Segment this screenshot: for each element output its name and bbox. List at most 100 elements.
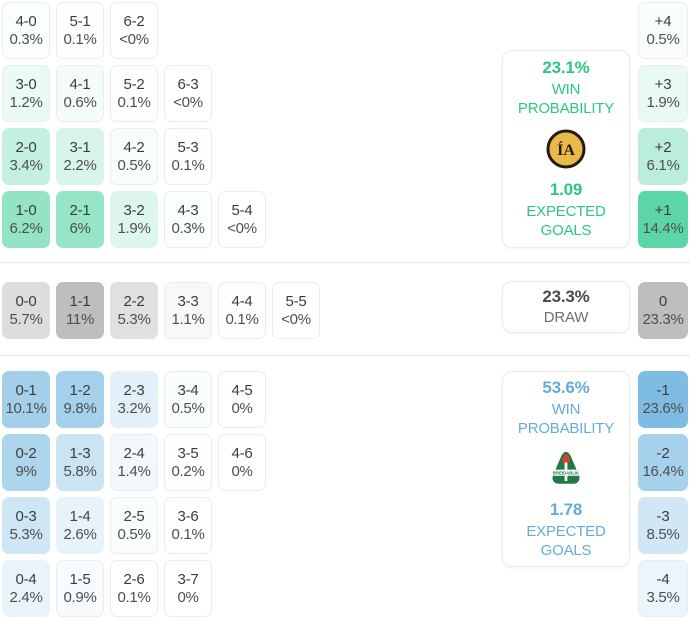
draw-label: DRAW — [543, 309, 589, 326]
correct-score-cell: 2-6 0.1% — [110, 560, 158, 617]
score-label: 4-3 — [177, 202, 199, 219]
win-label-line2: PROBABILITY — [517, 420, 615, 437]
score-label: -2 — [656, 445, 670, 462]
home-score-grid: 4-0 0.3% 5-1 0.1% 6-2 <0% 3-0 1.2% 4-1 0.6% 5-2 0.1… — [2, 2, 266, 248]
away-win-panel: 53.6% WIN PROBABILITY BREIDABLIK 1.78 EX… — [502, 371, 630, 567]
breidablik-crest-icon: BREIDABLIK — [546, 449, 586, 489]
score-label: 3-6 — [177, 508, 199, 525]
correct-score-cell: 1-1 11% — [56, 282, 104, 339]
score-label: 0-0 — [15, 293, 37, 310]
score-row: 1-0 6.2% 2-1 6% 3-2 1.9% 4-3 0.3% 5-4 <0% — [2, 191, 266, 248]
draw-score-grid: 0-0 5.7% 1-1 11% 2-2 5.3% 3-3 1.1% 4-4 0.1% 5-5 <0% — [2, 282, 320, 339]
goal-diff-cell: +3 1.9% — [638, 65, 688, 122]
correct-score-cell: 2-1 6% — [56, 191, 104, 248]
score-label: 2-1 — [69, 202, 91, 219]
probability-label: 0.3% — [171, 220, 205, 237]
correct-score-cell: 1-2 9.8% — [56, 371, 104, 428]
probability-label: 0.3% — [9, 31, 43, 48]
score-row: 0-0 5.7% 1-1 11% 2-2 5.3% 3-3 1.1% 4-4 0.1% 5-5 <0% — [2, 282, 320, 339]
score-label: +3 — [654, 76, 672, 93]
score-label: 2-6 — [123, 571, 145, 588]
score-label: 5-3 — [177, 139, 199, 156]
probability-label: 5.7% — [9, 311, 43, 328]
correct-score-cell: 4-3 0.3% — [164, 191, 212, 248]
goal-diff-plus-column: +4 0.5% +3 1.9% +2 6.1% +1 14.4% — [638, 2, 688, 248]
score-row: 0-4 2.4% 1-5 0.9% 2-6 0.1% 3-7 0% — [2, 560, 266, 617]
score-label: 4-4 — [231, 293, 253, 310]
correct-score-cell: 2-0 3.4% — [2, 128, 50, 185]
correct-score-cell: 6-2 <0% — [110, 2, 158, 59]
probability-label: 0.9% — [63, 589, 97, 606]
score-label: -1 — [656, 382, 670, 399]
probability-label: 23.6% — [642, 400, 684, 417]
score-label: 3-3 — [177, 293, 199, 310]
goal-diff-cell: +4 0.5% — [638, 2, 688, 59]
score-label: 1-4 — [69, 508, 91, 525]
correct-score-cell: 1-4 2.6% — [56, 497, 104, 554]
score-label: 0-4 — [15, 571, 37, 588]
score-label: 2-0 — [15, 139, 37, 156]
away-expected-goals-label: EXPECTED GOALS — [526, 522, 605, 560]
probability-label: 14.4% — [642, 220, 684, 237]
eg-label-line1: EXPECTED — [526, 203, 606, 220]
probability-label: 3.2% — [117, 400, 151, 417]
ia-akranes-crest-icon: ÍA — [546, 129, 586, 169]
probability-label: 0.5% — [117, 157, 151, 174]
correct-score-cell: 3-2 1.9% — [110, 191, 158, 248]
win-label-line2: PROBABILITY — [517, 100, 615, 117]
probability-label: 1.9% — [117, 220, 151, 237]
score-label: 2-5 — [123, 508, 145, 525]
probability-label: 2.4% — [9, 589, 43, 606]
correct-score-cell: 3-4 0.5% — [164, 371, 212, 428]
probability-label: 0% — [177, 589, 199, 606]
score-label: 1-2 — [69, 382, 91, 399]
goal-diff-minus-column: -1 23.6% -2 16.4% -3 8.5% -4 3.5% — [638, 371, 688, 617]
goal-diff-cell: -2 16.4% — [638, 434, 688, 491]
score-row: 2-0 3.4% 3-1 2.2% 4-2 0.5% 5-3 0.1% — [2, 128, 266, 185]
correct-score-cell: 5-1 0.1% — [56, 2, 104, 59]
score-label: 2-3 — [123, 382, 145, 399]
score-label: 2-4 — [123, 445, 145, 462]
score-label: 3-4 — [177, 382, 199, 399]
probability-label: 2.2% — [63, 157, 97, 174]
correct-score-cell: 0-4 2.4% — [2, 560, 50, 617]
correct-score-cell: 4-1 0.6% — [56, 65, 104, 122]
probability-label: 0.6% — [63, 94, 97, 111]
probability-label: 9.8% — [63, 400, 97, 417]
score-label: 0-1 — [15, 382, 37, 399]
probability-label: 1.1% — [171, 311, 205, 328]
probability-label: 0.1% — [225, 311, 259, 328]
home-expected-goals-value: 1.09 — [549, 180, 583, 199]
score-label: 1-1 — [69, 293, 91, 310]
score-label: 6-3 — [177, 76, 199, 93]
draw-panel: 23.3% DRAW — [502, 281, 630, 333]
probability-label: 6% — [69, 220, 91, 237]
score-label: 4-0 — [15, 13, 37, 30]
score-label: 1-0 — [15, 202, 37, 219]
score-label: 5-4 — [231, 202, 253, 219]
goal-diff-cell: +1 14.4% — [638, 191, 688, 248]
score-label: -3 — [656, 508, 670, 525]
win-label-line1: WIN — [551, 81, 581, 98]
score-row: 0-2 9% 1-3 5.8% 2-4 1.4% 3-5 0.2% 4-6 0% — [2, 434, 266, 491]
eg-label-line1: EXPECTED — [526, 523, 606, 540]
correct-score-cell: 0-0 5.7% — [2, 282, 50, 339]
correct-score-cell: 0-2 9% — [2, 434, 50, 491]
correct-score-cell: 4-6 0% — [218, 434, 266, 491]
score-row: 3-0 1.2% 4-1 0.6% 5-2 0.1% 6-3 <0% — [2, 65, 266, 122]
score-label: 1-3 — [69, 445, 91, 462]
correct-score-cell: 1-5 0.9% — [56, 560, 104, 617]
score-label: 1-5 — [69, 571, 91, 588]
probability-label: 1.9% — [646, 94, 680, 111]
score-row: 0-1 10.1% 1-2 9.8% 2-3 3.2% 3-4 0.5% 4-5 0% — [2, 371, 266, 428]
correct-score-cell: 1-0 6.2% — [2, 191, 50, 248]
correct-score-cell: 4-2 0.5% — [110, 128, 158, 185]
away-expected-goals-value: 1.78 — [549, 500, 583, 519]
score-label: 3-7 — [177, 571, 199, 588]
probability-label: <0% — [173, 94, 203, 111]
score-label: 0 — [658, 293, 668, 310]
probability-label: 3.4% — [9, 157, 43, 174]
score-label: 3-0 — [15, 76, 37, 93]
correct-score-cell: 5-5 <0% — [272, 282, 320, 339]
